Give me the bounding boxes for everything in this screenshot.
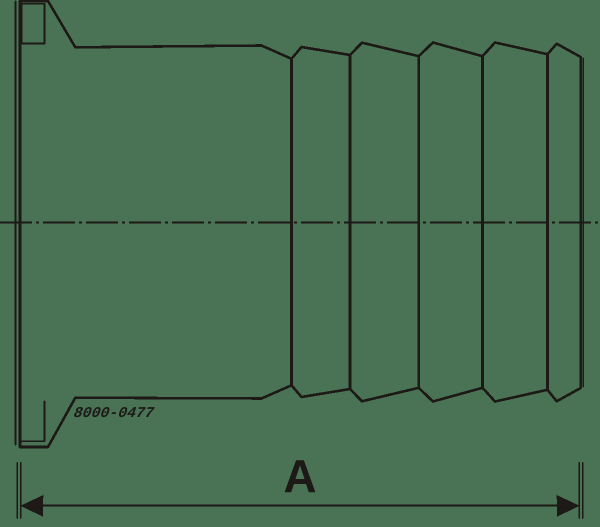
svg-text:A: A	[283, 450, 316, 502]
svg-text:8000-0477: 8000-0477	[73, 404, 156, 422]
